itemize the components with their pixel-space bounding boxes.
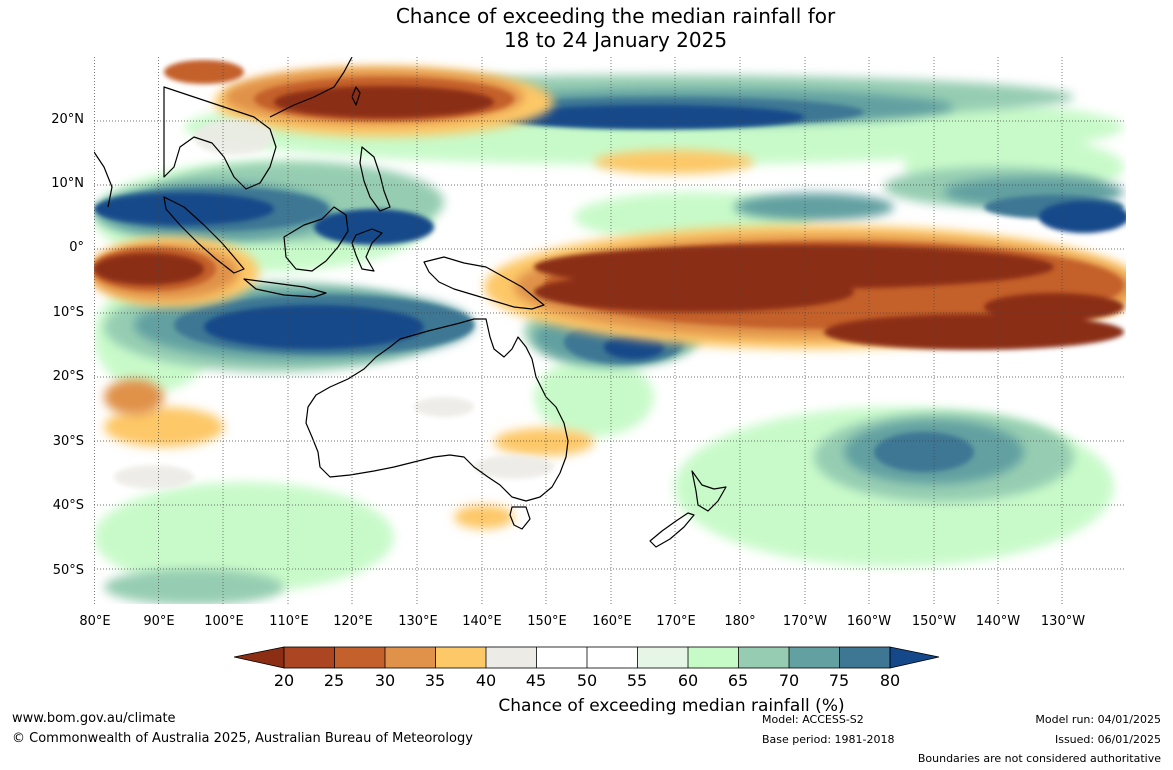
probability-field [94,60,1126,604]
lon-label-130w: 130°W [1040,614,1086,629]
indochina-outline [163,86,277,190]
colorbar-label: 35 [424,671,446,690]
coastlines [94,57,727,548]
colorbar-label: 45 [525,671,547,690]
australia-outline [305,318,569,502]
lon-label-130e: 130°E [398,614,438,629]
lon-label-80e: 80°E [79,614,111,629]
lon-label-150e: 150°E [527,614,567,629]
lon-label-140e: 140°E [462,614,502,629]
map-title-line2: 18 to 24 January 2025 [503,28,728,52]
colorbar-swatch-25-30 [334,647,385,668]
colorbar-label: 70 [778,671,800,690]
model-run-date: Model run: 04/01/2025 [1035,713,1161,726]
colorbar-swatch-35-40 [435,647,486,668]
base-period: Base period: 1981-2018 [762,733,895,746]
colorbar-label: 55 [626,671,648,690]
colorbar-title: Chance of exceeding median rainfall (%) [498,696,845,716]
tasmania-outline [509,506,531,530]
colorbar-swatch-70-75 [789,647,840,668]
asia-coast-north [269,57,353,118]
colorbar-label: 25 [323,671,345,690]
sumatra-outline [163,196,245,274]
colorbar-label: 60 [677,671,699,690]
colorbar-swatch-65-70 [738,647,789,668]
lon-label-100e: 100°E [204,614,244,629]
lon-label-90e: 90°E [143,614,175,629]
colorbar-swatch-60-65 [688,647,739,668]
colorbar-label: 65 [727,671,749,690]
lon-label-180: 180° [724,614,756,629]
colorbar-label: 50 [576,671,598,690]
lon-label-110e: 110°E [269,614,309,629]
boundary-disclaimer: Boundaries are not considered authoritat… [917,752,1161,765]
colorbar-swatch-20-25 [284,647,335,668]
colorbar-label: 30 [374,671,396,690]
new-zealand-south-outline [649,512,695,548]
lon-label-140w: 140°W [975,614,1021,629]
colorbar-arrow-high [889,646,940,669]
sulawesi-outline [351,228,383,272]
lat-label-0: 0° [69,240,84,255]
colorbar-swatch-30-35 [385,647,436,668]
lon-label-120e: 120°E [333,614,373,629]
lat-label-40s: 40°S [52,498,84,513]
india-coast [94,151,113,208]
issued-date: Issued: 06/01/2025 [1054,733,1161,746]
colorbar [234,646,940,669]
copyright-notice: © Commonwealth of Australia 2025, Austra… [12,731,473,746]
colorbar-swatch-75-80 [839,647,890,668]
model-name: Model: ACCESS-S2 [762,713,864,726]
philippines-outline [359,146,391,212]
colorbar-swatch-50-55 [587,647,638,668]
rainfall-map [94,57,1126,604]
lon-label-160e: 160°E [592,614,632,629]
lon-label-150w: 150°W [911,614,957,629]
java-outline [243,278,327,298]
lon-label-170e: 170°E [656,614,696,629]
colorbar-label: 40 [475,671,497,690]
colorbar-swatch-45-50 [536,647,587,668]
new-zealand-north-outline [691,470,727,512]
colorbar-arrow-low [234,646,285,669]
colorbar-swatch-55-60 [637,647,688,668]
graticule [94,57,1126,604]
lat-label-20s: 20°S [52,369,84,384]
lat-label-30s: 30°S [52,434,84,449]
taiwan-outline [351,86,361,106]
lat-label-10s: 10°S [52,305,84,320]
lon-label-170w: 170°W [782,614,828,629]
lat-label-10n: 10°N [51,176,84,191]
website-url[interactable]: www.bom.gov.au/climate [12,711,176,726]
lon-label-160w: 160°W [846,614,892,629]
borneo-outline [283,206,349,272]
map-title-line1: Chance of exceeding the median rainfall … [395,4,836,28]
colorbar-swatch-40-45 [486,647,537,668]
colorbar-label: 80 [879,671,901,690]
lat-label-50s: 50°S [52,563,84,578]
lat-label-20n: 20°N [51,112,84,127]
new-guinea-outline [423,256,545,310]
colorbar-label: 75 [828,671,850,690]
colorbar-label: 20 [273,671,295,690]
